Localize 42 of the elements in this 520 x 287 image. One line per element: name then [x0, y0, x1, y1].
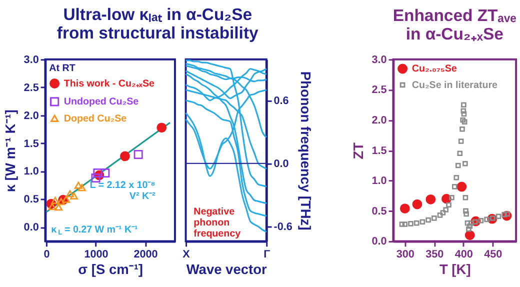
y2-tick-label: 0.0: [274, 158, 289, 170]
y-tick-label: 0.0: [24, 222, 39, 234]
x-tick-label: Γ: [264, 248, 271, 260]
y-tick-label: 3.0: [372, 54, 387, 66]
y-tick-label: 2.0: [372, 114, 387, 126]
x-tick-label: X: [182, 248, 191, 260]
y-tick-label: 2.0: [24, 110, 39, 122]
x-tick-label: 0: [44, 248, 50, 260]
y-tick-label: 0.5: [372, 205, 387, 218]
x-tick-label: 1000: [84, 248, 108, 260]
y2-tick-label: -0.6: [274, 220, 292, 233]
x-tick-label: 400: [454, 248, 473, 260]
y-tick-label: 1.5: [24, 138, 39, 150]
x-axis-title: Wave vector: [186, 262, 268, 278]
x-tick-label: 450: [484, 248, 502, 260]
y2-tick-label: 0.6: [274, 94, 289, 107]
y2-axis-title: Phonon frequency [THz]: [298, 71, 314, 230]
legend-label: Doped Cu₂Se: [64, 113, 128, 124]
x-tick-label: 350: [426, 248, 444, 260]
y-tick-label: 0.5: [24, 194, 39, 206]
x-tick-label: 300: [396, 248, 414, 260]
annotation: L = 2.12 x 10⁻⁸ V² K⁻²: [90, 180, 156, 202]
y-tick-label: 1.0: [24, 166, 39, 178]
annotation: Negative phonon frequency: [194, 206, 242, 240]
legend-label: Cu₂.₀₇₅Se: [412, 64, 458, 75]
y-tick-label: 0.0: [372, 236, 387, 248]
y-tick-label: 2.5: [24, 82, 39, 94]
chart-title: Enhanced ZTₐᵥₑ in α-Cu₂₊ₓSe: [392, 6, 516, 44]
legend-label: Cu₂Se in literature: [412, 80, 498, 91]
legend-label: This work - Cu₂₊ₓSe: [64, 78, 155, 90]
x-tick-label: 2000: [134, 248, 158, 260]
x-axis-title: σ [S cm⁻¹]: [78, 262, 143, 278]
chart-title: Ultra-low κₗₐₜ in α-Cu₂Se from structural instability: [56, 5, 260, 43]
y-axis-title: κ [W m⁻¹ K⁻¹]: [2, 110, 18, 192]
y-tick-label: 1.0: [372, 175, 387, 188]
y-tick-label: 3.0: [24, 54, 39, 66]
y-tick-label: 1.5: [372, 144, 387, 157]
x-axis-title: T [K]: [439, 262, 471, 278]
y-axis-title: ZT: [350, 142, 366, 160]
legend-label: Undoped Cu₂Se: [64, 96, 140, 108]
legend-title: At RT: [49, 63, 76, 74]
y-tick-label: 2.5: [372, 84, 387, 96]
